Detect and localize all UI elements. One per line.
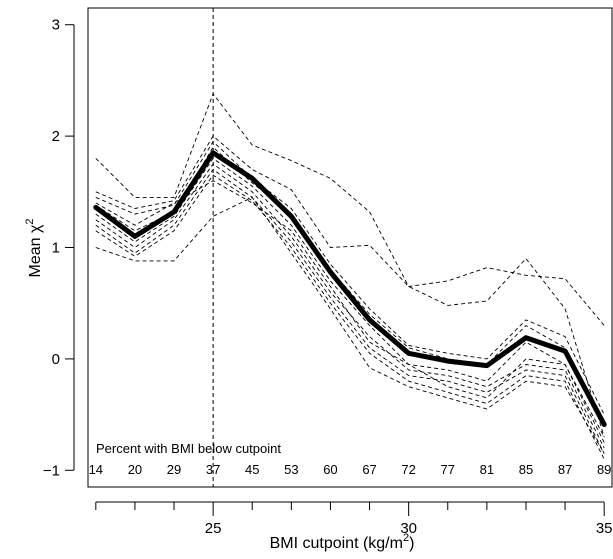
y-tick-label: 0 (52, 351, 60, 368)
percent-value-label: 77 (441, 462, 455, 477)
percent-value-label: 14 (89, 462, 103, 477)
x-tick-label: 35 (596, 520, 613, 537)
series-line-dashed (95, 174, 605, 460)
percent-annotation-title: Percent with BMI below cutpoint (96, 441, 281, 456)
series-line-dashed (95, 140, 605, 415)
y-axis-title-superscript: 2 (24, 219, 36, 225)
series-line-dashed (95, 146, 605, 421)
percent-value-label: 89 (597, 462, 611, 477)
x-axis-title-superscript: 2 (403, 532, 409, 544)
y-tick-label: 1 (52, 240, 60, 257)
series-line-dashed (95, 163, 605, 449)
series-line-dashed (95, 180, 605, 438)
series-line-dashed (95, 157, 605, 443)
percent-value-label: 85 (519, 462, 533, 477)
x-tick-label: 25 (205, 520, 222, 537)
percent-value-label: 29 (167, 462, 181, 477)
percent-value-label: 53 (284, 462, 298, 477)
series-line-dashed (95, 135, 605, 438)
percent-value-label: 81 (480, 462, 494, 477)
series-line-dashed (95, 196, 605, 454)
x-tick-label: 30 (400, 520, 417, 537)
plot-area: 25 30 35 −1 0 1 2 3 14 20 29 37 45 53 60 67 72 77 81 85 87 89 (43, 7, 613, 537)
y-tick-label: −1 (43, 462, 60, 479)
percent-value-label: 60 (323, 462, 337, 477)
series-line-dashed (95, 168, 605, 454)
series-line-dashed (95, 92, 605, 326)
percent-value-label: 67 (362, 462, 376, 477)
percent-value-label: 45 (245, 462, 259, 477)
percent-value-label: 87 (558, 462, 572, 477)
mean-series-line (93, 150, 607, 428)
plot-frame (87, 7, 613, 488)
x-axis-title: BMI cutpoint (kg/m2) (270, 532, 415, 552)
y-tick-label: 2 (52, 128, 60, 145)
percent-value-label: 72 (401, 462, 415, 477)
y-tick-label: 3 (52, 17, 60, 34)
y-axis-title: Mean χ2 (24, 219, 44, 278)
percent-value-label: 20 (128, 462, 142, 477)
percent-value-label: 37 (206, 462, 220, 477)
